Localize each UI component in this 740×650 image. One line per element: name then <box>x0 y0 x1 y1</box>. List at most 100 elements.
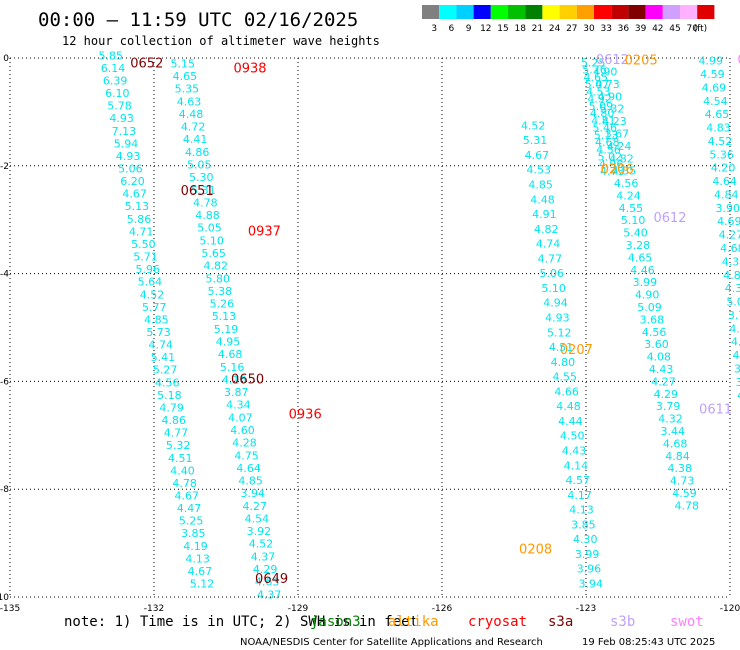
swh-value: 4.51 <box>549 341 574 354</box>
scale-label: 3 <box>431 24 437 34</box>
swh-value: 4.46 <box>732 349 740 362</box>
swh-value: 4.78 <box>193 196 218 209</box>
swh-value: 4.85 <box>238 475 263 488</box>
scale-swatch <box>456 5 474 19</box>
satellite-legend: jason3 altika cryosat s3a s3b swot <box>310 614 704 630</box>
legend-s3a: s3a <box>548 614 573 630</box>
swh-value: 4.54 <box>245 512 270 525</box>
pass-time-label: 0650 <box>231 373 264 388</box>
swh-value: 4.74 <box>148 339 173 352</box>
swh-value: 5.85 <box>99 49 124 62</box>
swh-value: 4.07 <box>228 411 253 424</box>
swh-value: 4.56 <box>596 143 621 156</box>
swh-value: 4.93 <box>109 112 134 125</box>
swh-value: 5.25 <box>581 56 606 69</box>
swh-value: 4.65 <box>705 108 730 121</box>
swh-value: 5.10 <box>621 214 646 227</box>
pass-time-label: 0649 <box>255 572 288 587</box>
swh-value: 3.60 <box>644 338 669 351</box>
swh-value: 4.99 <box>699 55 724 68</box>
swh-value: 3.44 <box>661 425 686 438</box>
swh-value: 3.71 <box>728 309 740 322</box>
swh-value: 4.68 <box>218 348 243 361</box>
swh-value: 4.72 <box>181 121 206 134</box>
y-tick-label: -6 <box>0 377 9 387</box>
swh-value: 4.85 <box>144 313 169 326</box>
scale-label: 9 <box>466 24 472 34</box>
swh-value: 5.06 <box>540 267 565 280</box>
swh-value: 4.37 <box>251 550 276 563</box>
swh-value: 3.92 <box>247 525 272 538</box>
swh-value: 4.56 <box>614 177 639 190</box>
swh-value: 4.68 <box>595 136 620 149</box>
swh-value: 4.20 <box>711 162 736 175</box>
y-tick-label: 0 <box>3 54 9 64</box>
swh-value: 4.19 <box>183 540 208 553</box>
x-tick-label: -126 <box>432 604 453 614</box>
swh-value: 3.99 <box>575 548 600 561</box>
swh-value: 4.91 <box>532 208 557 221</box>
swh-value: 4.65 <box>628 251 653 264</box>
swh-value: 5.86 <box>127 213 152 226</box>
swh-value: 4.83 <box>706 122 731 135</box>
swh-value: 3.79 <box>656 400 681 413</box>
swh-value: 3.90 <box>716 202 740 215</box>
swh-value: 4.51 <box>168 452 193 465</box>
swh-value: 4.90 <box>635 289 660 302</box>
swh-value: 4.43 <box>562 445 587 458</box>
swh-value: 5.65 <box>201 247 226 260</box>
swh-value: 3.96 <box>577 563 602 576</box>
swh-value: 4.67 <box>525 149 550 162</box>
swh-value: 6.10 <box>105 87 130 100</box>
swh-value: 4.23 <box>602 115 627 128</box>
swh-value: 5.07 <box>585 78 610 91</box>
swh-value: 4.68 <box>663 437 688 450</box>
footer-timestamp: 19 Feb 08:25:43 UTC 2025 <box>582 637 715 648</box>
swh-value: 4.80 <box>551 356 576 369</box>
pass-time-label: 0612 <box>596 53 629 68</box>
scale-swatch <box>662 5 680 19</box>
scale-label: 30 <box>583 24 595 34</box>
swh-value: 5.96 <box>135 263 160 276</box>
swh-value: 4.59 <box>737 389 740 402</box>
swh-value: 4.67 <box>175 489 200 502</box>
x-tick-label: -132 <box>144 604 164 614</box>
swh-value: 4.74 <box>536 238 561 251</box>
pass-time-labels: 0652093806510937065009360649061202050821… <box>130 53 740 587</box>
swh-value: 4.52 <box>140 288 165 301</box>
scale-swatch <box>490 5 508 19</box>
swh-value: 4.56 <box>155 376 180 389</box>
swh-value: 4.80 <box>590 107 615 120</box>
swh-value: 5.06 <box>726 296 740 309</box>
swh-value: 6.14 <box>101 62 126 75</box>
swh-value: 5.64 <box>138 276 163 289</box>
swh-value: 4.78 <box>675 499 700 512</box>
swh-value: 4.82 <box>609 152 634 165</box>
swh-value: 4.27 <box>651 375 676 388</box>
swh-value: 4.63 <box>255 576 280 589</box>
axis-tick-labels: -135 -132 -129 -126 -123 -120 0 -2 -4 -6 -8 -10 <box>0 54 740 614</box>
swh-value: 4.27 <box>243 500 268 513</box>
swh-value: 3.99 <box>633 276 658 289</box>
scale-swatch <box>473 5 491 19</box>
pass-time-label: 0612 <box>653 211 686 226</box>
swh-value: 4.90 <box>593 65 618 78</box>
pass-time-label: 0936 <box>289 408 322 423</box>
swh-value: 5.25 <box>179 515 204 528</box>
swh-value: 4.53 <box>586 85 611 98</box>
swh-value: 4.35 <box>612 165 637 178</box>
swh-value: 4.34 <box>226 399 251 412</box>
swh-value: 4.64 <box>712 175 737 188</box>
scale-swatch <box>645 5 663 19</box>
swh-value: 5.31 <box>523 134 548 147</box>
swh-value: 4.75 <box>729 322 740 335</box>
swh-value: 4.38 <box>668 462 693 475</box>
swh-value: 4.60 <box>230 424 255 437</box>
swh-value: 4.65 <box>173 70 198 83</box>
swh-value: 4.88 <box>195 209 220 222</box>
scale-label: 12 <box>480 24 491 34</box>
chart-subtitle: 12 hour collection of altimeter wave hei… <box>62 34 380 48</box>
swh-value: 5.73 <box>146 326 171 339</box>
swh-value: 4.48 <box>530 193 555 206</box>
